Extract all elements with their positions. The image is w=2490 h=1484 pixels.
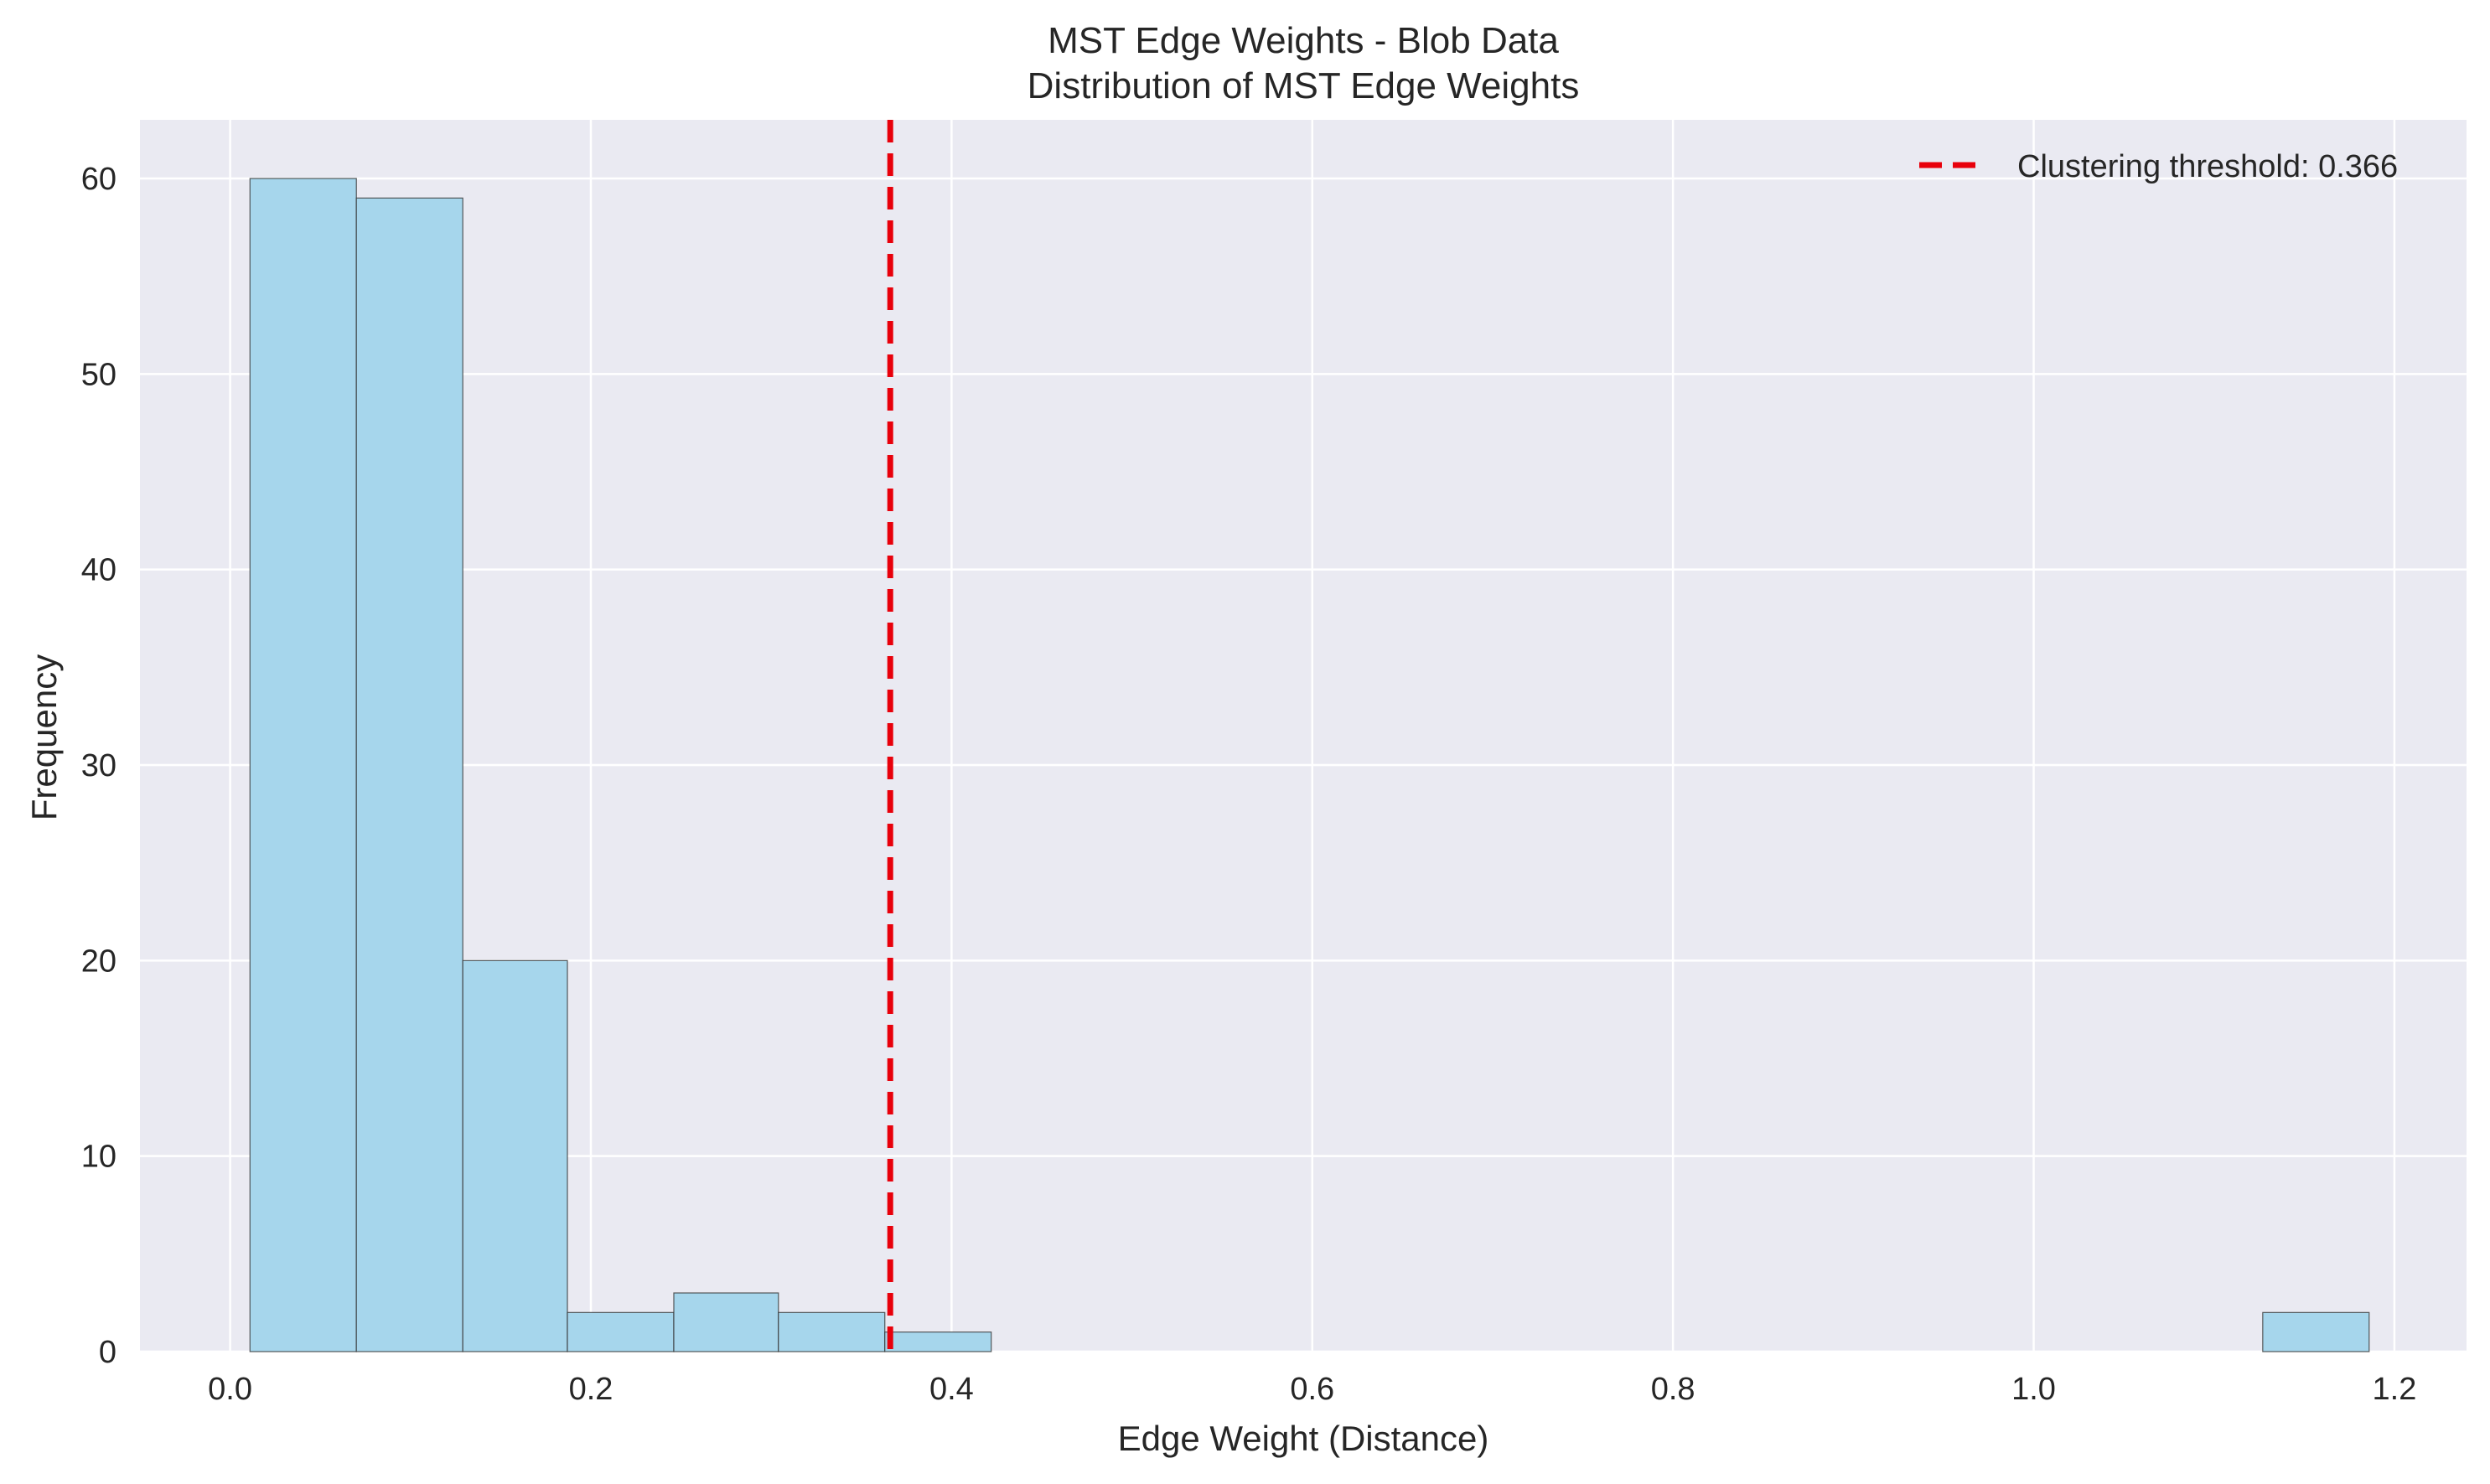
histogram-bar <box>2262 1311 2370 1352</box>
histogram-bar <box>355 197 463 1352</box>
y-axis-label: Frequency <box>24 654 64 820</box>
grid-lines <box>140 120 2467 1353</box>
histogram-bar <box>567 1311 675 1352</box>
x-tick-label: 0.6 <box>1290 1372 1334 1407</box>
histogram-bar <box>462 959 568 1352</box>
histogram-bars <box>249 178 2370 1352</box>
y-tick-label: 40 <box>81 553 116 588</box>
x-axis-label: Edge Weight (Distance) <box>1118 1419 1489 1458</box>
x-tick-label: 1.0 <box>2011 1372 2056 1407</box>
histogram-bar <box>249 178 357 1352</box>
legend-threshold-label: Clustering threshold: 0.366 <box>2017 149 2398 184</box>
histogram-bar <box>884 1331 992 1352</box>
y-tick-label: 50 <box>81 357 116 392</box>
x-tick-label: 1.2 <box>2373 1372 2417 1407</box>
y-tick-label: 10 <box>81 1140 116 1175</box>
histogram-bar <box>673 1292 779 1352</box>
y-axis-ticks: 0 10 20 30 40 50 60 <box>81 162 116 1370</box>
x-tick-label: 0.2 <box>569 1372 613 1407</box>
y-tick-label: 0 <box>99 1335 116 1370</box>
x-tick-label: 0.4 <box>929 1372 974 1407</box>
y-tick-label: 30 <box>81 748 116 783</box>
x-tick-label: 0.0 <box>208 1372 252 1407</box>
chart-title: MST Edge Weights - Blob Data <box>1048 20 1559 61</box>
y-tick-label: 20 <box>81 944 116 979</box>
histogram-bar <box>778 1311 886 1352</box>
chart-subtitle: Distribution of MST Edge Weights <box>1028 65 1580 106</box>
y-tick-label: 60 <box>81 162 116 197</box>
x-tick-label: 0.8 <box>1651 1372 1695 1407</box>
x-axis-ticks: 0.0 0.2 0.4 0.6 0.8 1.0 1.2 <box>208 1372 2416 1407</box>
legend: Clustering threshold: 0.366 <box>1919 149 2398 184</box>
